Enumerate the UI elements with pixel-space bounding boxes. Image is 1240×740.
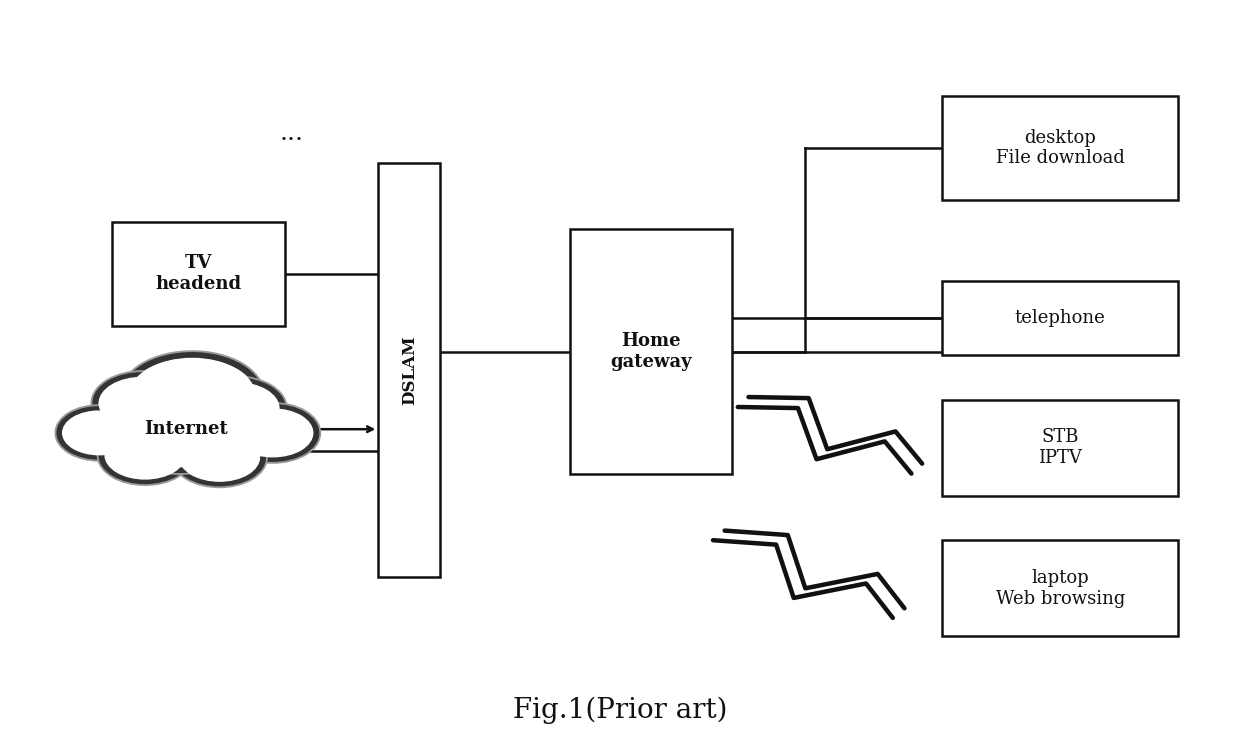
- Text: desktop
File download: desktop File download: [996, 129, 1125, 167]
- Circle shape: [188, 380, 283, 437]
- Text: Internet: Internet: [144, 420, 228, 438]
- Bar: [378, 163, 440, 577]
- Text: Fig.1(Prior art): Fig.1(Prior art): [513, 697, 727, 724]
- Circle shape: [233, 409, 312, 457]
- Circle shape: [180, 434, 259, 481]
- Text: TV
headend: TV headend: [155, 255, 242, 293]
- Circle shape: [60, 409, 139, 457]
- Circle shape: [129, 358, 255, 434]
- Text: telephone: telephone: [1014, 309, 1106, 327]
- Circle shape: [117, 391, 243, 467]
- Text: STB
IPTV: STB IPTV: [1038, 428, 1083, 467]
- Bar: [942, 96, 1178, 200]
- Text: Home
gateway: Home gateway: [610, 332, 692, 371]
- Circle shape: [229, 407, 316, 459]
- Text: DSLAM: DSLAM: [401, 335, 418, 405]
- Bar: [942, 540, 1178, 636]
- Circle shape: [95, 375, 190, 431]
- Text: laptop
Web browsing: laptop Web browsing: [996, 569, 1125, 608]
- Circle shape: [112, 388, 248, 470]
- Circle shape: [192, 383, 279, 434]
- Circle shape: [105, 431, 185, 479]
- Bar: [570, 229, 732, 474]
- Circle shape: [176, 431, 263, 483]
- Bar: [942, 281, 1178, 355]
- Circle shape: [99, 377, 186, 429]
- Bar: [942, 400, 1178, 496]
- Text: ...: ...: [279, 121, 304, 145]
- Circle shape: [102, 429, 188, 481]
- Circle shape: [124, 355, 260, 437]
- Bar: [112, 222, 285, 326]
- Circle shape: [63, 411, 135, 454]
